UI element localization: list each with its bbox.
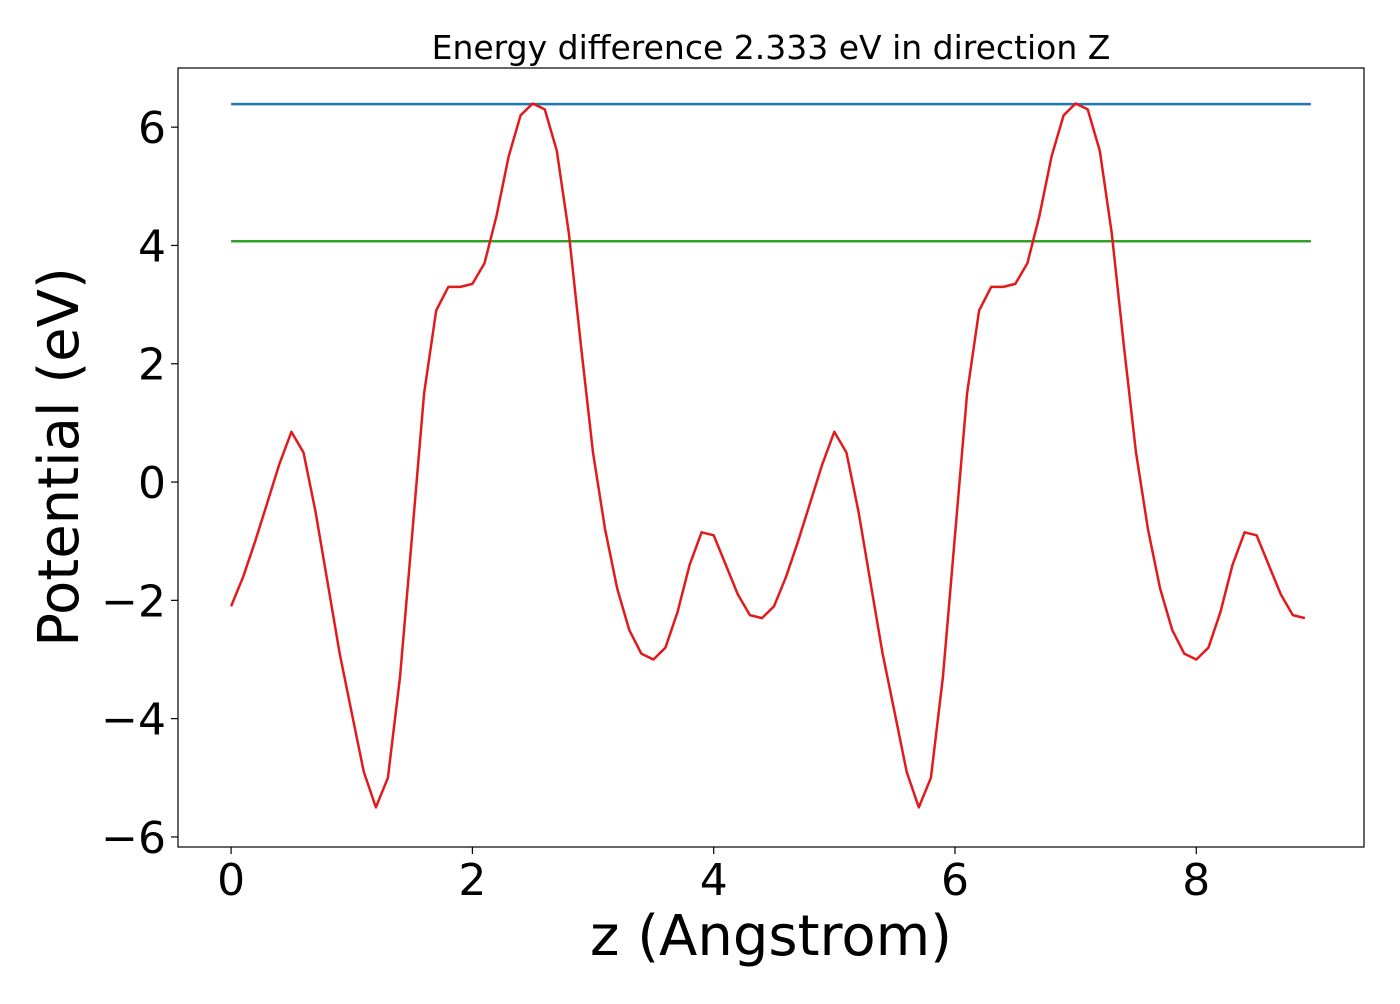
chart-title: Energy difference 2.333 eV in direction … bbox=[432, 28, 1111, 67]
x-axis-label: z (Angstrom) bbox=[590, 904, 952, 969]
y-tick-label: 6 bbox=[138, 103, 166, 154]
x-tick-label: 6 bbox=[941, 855, 969, 906]
x-tick-label: 0 bbox=[217, 855, 245, 906]
y-tick-label: −6 bbox=[101, 813, 166, 864]
y-tick-label: −4 bbox=[101, 695, 166, 746]
y-tick-label: 4 bbox=[138, 221, 166, 272]
line-series bbox=[229, 102, 1306, 809]
x-tick-label: 8 bbox=[1182, 855, 1210, 906]
x-tick-label: 2 bbox=[458, 855, 486, 906]
y-tick-label: −2 bbox=[101, 576, 166, 627]
x-tick-label: 4 bbox=[700, 855, 728, 906]
y-tick-label: 0 bbox=[138, 458, 166, 509]
y-axis-label: Potential (eV) bbox=[27, 267, 92, 647]
y-tick-label: 2 bbox=[138, 340, 166, 391]
plot-frame bbox=[177, 67, 1365, 848]
